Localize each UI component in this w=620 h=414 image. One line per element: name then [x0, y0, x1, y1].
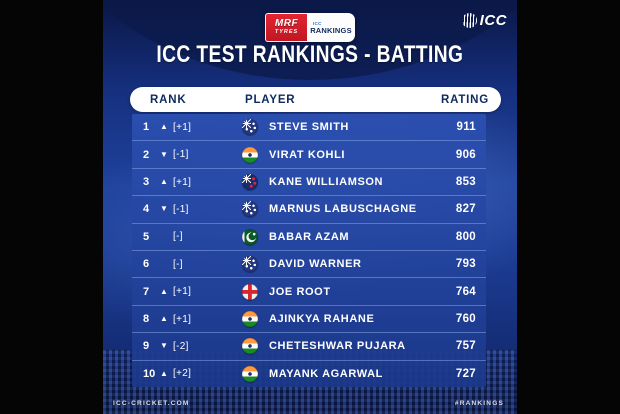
rankings-graphic: MRF TYRES ICC RANKINGS ICC ICC TEST RANK… [103, 0, 517, 414]
player-name: KANE WILLIAMSON [269, 176, 384, 189]
rank-number: 5 [143, 230, 150, 243]
rank-change-value: [-] [173, 258, 183, 270]
country-flag-icon [242, 365, 258, 382]
country-flag-icon [242, 256, 258, 273]
rank-change-value: [+1] [173, 286, 192, 298]
page-title: ICC TEST RANKINGS - BATTING [156, 41, 464, 68]
rank-change-arrow-icon: ▲ [160, 314, 168, 324]
player-rating: 757 [455, 340, 476, 353]
table-row: 5 [-] BABAR AZAM 800 [132, 224, 486, 252]
rank-change-arrow-icon: ▼ [160, 341, 168, 351]
footer: ICC-CRICKET.COM #RANKINGS [113, 400, 504, 407]
player-name: AJINKYA RAHANE [269, 313, 375, 326]
rank-change-arrow-icon: ▼ [160, 204, 168, 214]
title-wrap: ICC TEST RANKINGS - BATTING [103, 41, 517, 69]
player-rating: 906 [455, 148, 476, 161]
mrf-tyres-logo: MRF TYRES ICC RANKINGS [265, 13, 355, 42]
rank-change-value: [+1] [173, 176, 192, 188]
player-rating: 793 [455, 258, 476, 271]
hashtag: #RANKINGS [454, 400, 504, 407]
rank-number: 10 [143, 367, 156, 380]
column-header-rank: RANK [150, 93, 187, 106]
rank-change-arrow-icon: ▼ [160, 149, 168, 159]
rank-number: 1 [143, 121, 150, 134]
icc-ball-icon [460, 12, 478, 29]
rank-change-arrow-icon: ▲ [160, 286, 168, 296]
tyres-logo-text: TYRES [274, 29, 299, 35]
rank-number: 7 [143, 285, 150, 298]
rank-number: 2 [143, 148, 150, 161]
rank-change-value: [-2] [173, 340, 189, 352]
rank-change-value: [+2] [173, 368, 192, 380]
rank-number: 9 [143, 340, 150, 353]
rank-change-value: [-] [173, 231, 183, 243]
player-name: STEVE SMITH [269, 121, 349, 134]
table-row: 4 ▼ [-1] MARNUS LABUSCHAGNE 827 [132, 196, 486, 224]
table-row: 10 ▲ [+2] MAYANK AGARWAL 727 [132, 361, 486, 387]
country-flag-icon [242, 283, 258, 300]
column-header-rating: RATING [440, 93, 489, 106]
table-header: RANK PLAYER RATING [130, 87, 501, 112]
player-rating: 760 [455, 313, 476, 326]
country-flag-icon [242, 119, 258, 136]
icc-rankings-badge: ICC RANKINGS [307, 13, 355, 42]
player-rating: 764 [455, 285, 476, 298]
rankings-table: 1 ▲ [+1] STEVE SMITH 911 2 ▼ [-1] VIRAT … [132, 114, 486, 387]
country-flag-icon [242, 338, 258, 355]
table-row: 1 ▲ [+1] STEVE SMITH 911 [132, 114, 486, 142]
player-rating: 727 [455, 367, 476, 380]
table-row: 2 ▼ [-1] VIRAT KOHLI 906 [132, 141, 486, 169]
country-flag-icon [242, 228, 258, 245]
badge-rankings-text: RANKINGS [310, 25, 352, 35]
country-flag-icon [242, 174, 258, 191]
player-name: JOE ROOT [269, 285, 331, 298]
rank-number: 3 [143, 176, 150, 189]
badge-icc-text: ICC [313, 20, 322, 26]
website-url: ICC-CRICKET.COM [113, 400, 190, 407]
table-row: 7 ▲ [+1] JOE ROOT 764 [132, 278, 486, 306]
country-flag-icon [242, 311, 258, 328]
rank-change-value: [+1] [173, 313, 192, 325]
rank-change-value: [-1] [173, 203, 189, 215]
player-name: CHETESHWAR PUJARA [269, 340, 406, 353]
mrf-logo-red-panel: MRF TYRES [265, 13, 307, 42]
country-flag-icon [242, 146, 258, 163]
column-header-player: PLAYER [245, 93, 296, 106]
rank-change-arrow-icon: ▲ [160, 368, 168, 378]
rank-number: 4 [143, 203, 150, 216]
player-name: MARNUS LABUSCHAGNE [269, 203, 417, 216]
player-name: MAYANK AGARWAL [269, 367, 383, 380]
player-rating: 853 [455, 176, 476, 189]
table-row: 9 ▼ [-2] CHETESHWAR PUJARA 757 [132, 333, 486, 361]
icc-logo-text: ICC [479, 12, 507, 29]
player-rating: 911 [456, 121, 476, 134]
rank-number: 6 [143, 258, 150, 271]
rank-change-value: [+1] [173, 121, 192, 133]
rank-change-arrow-icon: ▲ [160, 177, 168, 187]
icc-logo: ICC [460, 12, 507, 29]
player-name: VIRAT KOHLI [269, 148, 346, 161]
mrf-logo-text: MRF [274, 18, 299, 29]
rank-change-value: [-1] [173, 149, 189, 161]
table-row: 6 [-] DAVID WARNER 793 [132, 251, 486, 279]
country-flag-icon [242, 201, 258, 218]
player-name: DAVID WARNER [269, 258, 362, 271]
player-name: BABAR AZAM [269, 230, 350, 243]
player-rating: 827 [455, 203, 476, 216]
table-row: 3 ▲ [+1] KANE WILLIAMSON 853 [132, 169, 486, 197]
rank-change-arrow-icon: ▲ [160, 122, 168, 132]
table-row: 8 ▲ [+1] AJINKYA RAHANE 760 [132, 306, 486, 334]
rank-number: 8 [143, 313, 150, 326]
player-rating: 800 [455, 230, 476, 243]
